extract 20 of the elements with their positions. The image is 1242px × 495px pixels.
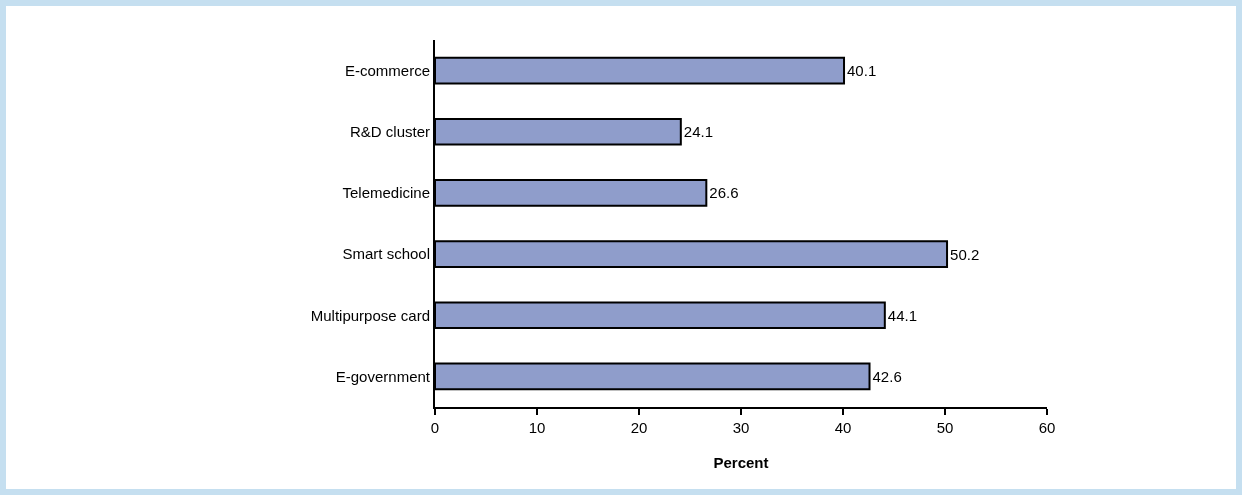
y-tick-label: Multipurpose card (310, 306, 430, 324)
y-tick-label: Smart school (342, 245, 430, 263)
data-label: 50.2 (950, 245, 980, 263)
y-tick-label: E-government (335, 367, 431, 385)
x-tick-label: 10 (528, 419, 546, 436)
data-label: 24.1 (683, 123, 714, 141)
data-label: 26.6 (709, 184, 739, 202)
x-axis-title: Percent (713, 453, 769, 471)
x-tick-label: 40 (834, 419, 852, 436)
x-tick-label: 30 (732, 419, 750, 436)
y-tick-label: R&D cluster (349, 123, 430, 140)
y-tick-label: Telemedicine (342, 184, 430, 202)
x-tick-label: 60 (1038, 419, 1056, 436)
x-tick-label: 20 (630, 419, 648, 436)
data-label: 40.1 (847, 62, 877, 80)
y-tick-label: E-commerce (344, 61, 430, 79)
data-label: 44.1 (887, 306, 918, 324)
x-tick-label: 0 (430, 419, 440, 436)
x-tick-label: 50 (936, 419, 954, 436)
data-label: 42.6 (872, 367, 902, 385)
